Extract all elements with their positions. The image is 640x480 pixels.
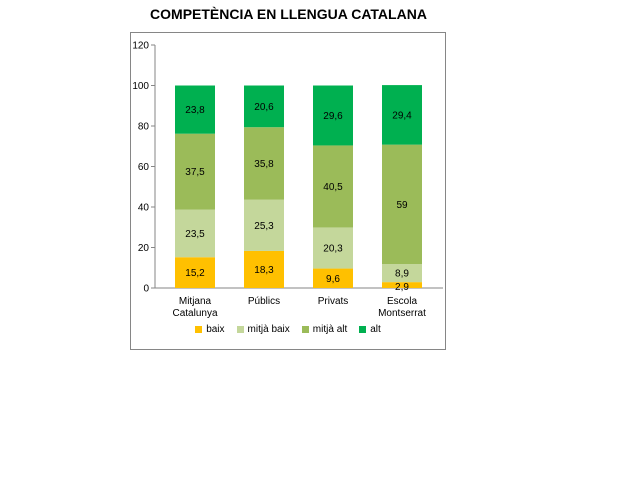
data-label: 2,9	[395, 282, 409, 293]
data-label: 29,4	[392, 110, 412, 121]
x-tick-label: Escola	[387, 296, 417, 307]
data-label: 23,5	[185, 229, 205, 240]
data-label: 59	[396, 200, 408, 211]
y-tick-label: 60	[138, 162, 150, 173]
legend-item: mitjà alt	[301, 324, 348, 335]
legend-swatch	[301, 326, 309, 333]
bar-segment	[244, 199, 284, 251]
legend-swatch	[195, 326, 203, 333]
y-tick-label: 100	[132, 81, 149, 92]
bar-segment	[175, 85, 215, 134]
bar-segment	[313, 268, 353, 288]
bar-segment	[175, 133, 215, 210]
legend-swatch	[236, 326, 244, 333]
data-label: 20,3	[323, 244, 343, 255]
bar-segment	[382, 144, 422, 265]
bar-segment	[313, 227, 353, 269]
bar-segment	[244, 85, 284, 128]
chart-area: 0 20 40 60 80 100 120 15,2 23,5 37,5 23,8 Mitjana Ca…	[130, 32, 446, 350]
stacked-bar-chart: 0 20 40 60 80 100 120 15,2 23,5 37,5 23,8 MitjanaCa…	[132, 41, 443, 319]
legend: baix mitjà baix mitjà alt alt	[131, 324, 445, 335]
data-label: 9,6	[326, 274, 340, 285]
chart-title: COMPETÈNCIA EN LLENGUA CATALANA	[150, 6, 427, 22]
data-label: 20,6	[254, 102, 274, 113]
bar-segment	[313, 85, 353, 146]
bar-segment	[313, 145, 353, 228]
data-label: 8,9	[395, 269, 409, 280]
bar-segment	[244, 250, 284, 288]
data-label: 29,6	[323, 111, 343, 122]
bar-segment	[382, 85, 422, 145]
x-tick-label: Mitjana	[179, 296, 212, 307]
bar-segment	[382, 282, 422, 288]
legend-item: alt	[359, 324, 381, 335]
data-label: 23,8	[185, 105, 205, 116]
legend-label: baix	[206, 324, 225, 335]
x-tick-label: Montserrat	[378, 308, 426, 319]
data-label: 15,2	[185, 268, 205, 279]
legend-label: alt	[370, 324, 381, 335]
data-label: 35,8	[254, 159, 274, 170]
bar-segment	[244, 127, 284, 200]
x-tick-label: Catalunya	[172, 308, 217, 319]
data-label: 37,5	[185, 167, 205, 178]
legend-item: baix	[195, 324, 225, 335]
data-label: 40,5	[323, 182, 343, 193]
legend-label: mitjà baix	[247, 324, 290, 335]
bar-segment	[175, 257, 215, 288]
x-tick-label: Públics	[248, 296, 280, 307]
legend-item: mitjà baix	[236, 324, 290, 335]
legend-label: mitjà alt	[312, 324, 348, 335]
legend-swatch	[359, 326, 367, 333]
data-label: 18,3	[254, 265, 274, 276]
y-tick-label: 80	[138, 122, 150, 133]
data-label: 25,3	[254, 221, 274, 232]
y-tick-label: 0	[143, 284, 149, 295]
x-tick-label: Privats	[318, 296, 349, 307]
y-tick-label: 40	[138, 203, 150, 214]
y-tick-label: 20	[138, 243, 150, 254]
y-tick-label: 120	[132, 41, 149, 52]
bar-segment	[175, 209, 215, 258]
bar-segment	[382, 264, 422, 283]
